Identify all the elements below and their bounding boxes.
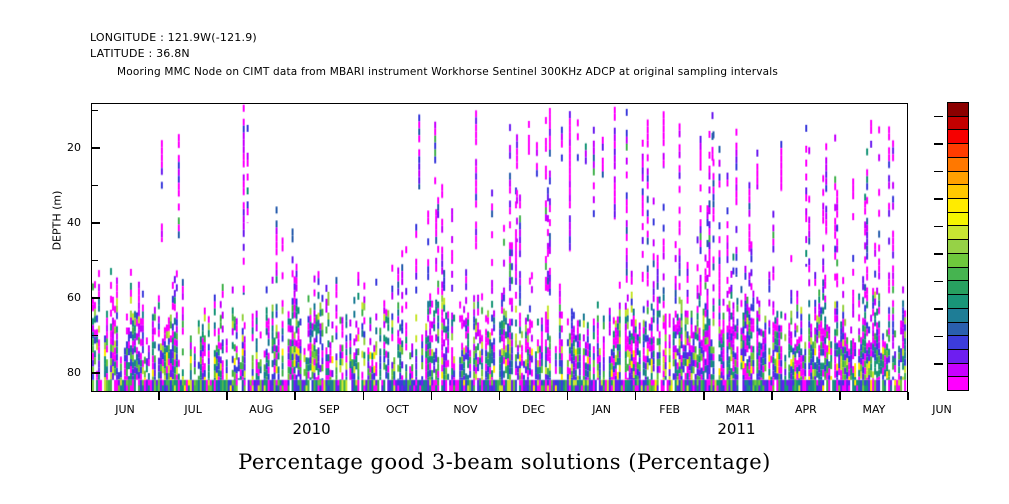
page-title: Percentage good 3-beam solutions (Percen… — [238, 450, 771, 474]
latitude-text: LATITUDE : 36.8N — [90, 47, 190, 60]
y-axis-tick-mark — [91, 372, 100, 375]
x-axis-tick-mark — [634, 392, 637, 400]
x-axis-tick-mark — [430, 392, 433, 400]
longitude-text: LONGITUDE : 121.9W(-121.9) — [90, 31, 257, 44]
x-axis-tick-label: JUN — [932, 403, 952, 416]
colorbar-tick — [934, 363, 943, 365]
x-axis-year-label: 2010 — [292, 420, 331, 438]
colorbar-band — [948, 103, 968, 117]
colorbar-band — [948, 240, 968, 254]
colorbar-band — [948, 308, 968, 323]
x-axis-tick-mark — [566, 392, 569, 400]
colorbar-band — [948, 171, 968, 186]
heatmap-canvas — [92, 104, 907, 391]
colorbar-tick — [934, 225, 943, 228]
colorbar-band — [948, 363, 968, 378]
x-axis-tick-label: DEC — [521, 403, 546, 416]
colorbar-tick — [934, 280, 943, 283]
y-axis-tick-mark — [91, 297, 100, 299]
x-axis-tick-label: JAN — [592, 403, 612, 416]
x-axis-tick-mark — [362, 392, 365, 400]
x-axis-tick-label: OCT — [385, 403, 409, 416]
x-axis-tick-label: SEP — [318, 403, 340, 416]
x-axis-tick-mark — [226, 392, 228, 400]
x-axis-tick-mark — [498, 392, 501, 400]
colorbar-band — [948, 130, 968, 145]
colorbar-band — [948, 144, 968, 158]
colorbar-band — [948, 116, 968, 131]
colorbar-tick — [934, 115, 943, 118]
x-axis-tick-label: AUG — [249, 403, 274, 416]
colorbar-tick — [934, 170, 943, 173]
x-axis-tick-mark — [839, 392, 841, 400]
x-axis-tick-label: NOV — [453, 403, 478, 416]
x-axis-tick-mark — [294, 392, 297, 400]
x-axis-tick-mark — [907, 392, 909, 400]
dataset-description-text: Mooring MMC Node on CIMT data from MBARI… — [117, 66, 779, 78]
x-axis-tick-mark — [771, 392, 773, 400]
colorbar-tick — [934, 253, 943, 255]
colorbar-tick — [934, 143, 943, 145]
x-axis-tick-label: JUL — [184, 403, 202, 416]
y-axis-tick-label: 60 — [67, 291, 81, 305]
x-axis-tick-label: MAR — [725, 403, 751, 416]
colorbar-band — [948, 253, 968, 268]
colorbar-tick — [934, 308, 943, 310]
y-axis-tick-mark — [91, 147, 100, 149]
plot-area — [91, 103, 908, 392]
colorbar-band — [948, 377, 968, 391]
colorbar-band — [948, 226, 968, 241]
x-axis-tick-mark — [702, 392, 705, 400]
y-axis-tick-mark — [91, 222, 100, 224]
y-axis-minor-tick-mark — [91, 259, 98, 262]
y-axis-tick-label: 20 — [67, 141, 81, 155]
colorbar-band — [948, 295, 968, 309]
colorbar-band — [948, 349, 968, 364]
colorbar-band — [948, 199, 968, 213]
colorbar-band — [948, 281, 968, 296]
x-axis-tick-label: JUN — [115, 403, 135, 416]
colorbar-band — [948, 322, 968, 337]
x-axis-year-label: 2011 — [717, 420, 756, 438]
colorbar-tick — [934, 335, 943, 338]
colorbar — [947, 102, 969, 391]
y-axis-minor-tick-mark — [91, 334, 98, 337]
colorbar-band — [948, 185, 968, 200]
x-axis-tick-mark — [158, 392, 160, 400]
y-axis-minor-tick-mark — [91, 184, 98, 187]
y-axis-tick-label: 40 — [67, 216, 81, 230]
colorbar-band — [948, 267, 968, 282]
x-axis-tick-label: APR — [794, 403, 817, 416]
colorbar-band — [948, 336, 968, 350]
x-axis-tick-label: MAY — [862, 403, 886, 416]
y-axis-tick-label: 80 — [67, 366, 81, 380]
colorbar-band — [948, 212, 968, 227]
colorbar-tick — [934, 198, 943, 200]
y-axis-minor-tick-mark — [91, 109, 98, 112]
colorbar-band — [948, 157, 968, 172]
x-axis-tick-label: FEB — [659, 403, 681, 416]
